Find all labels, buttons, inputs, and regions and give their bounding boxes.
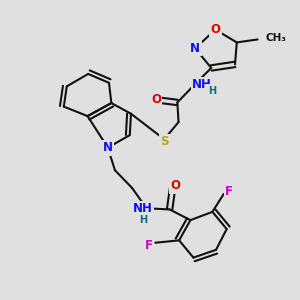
Text: O: O (210, 23, 220, 36)
Text: N: N (190, 42, 200, 55)
Text: O: O (171, 179, 181, 192)
Text: N: N (103, 141, 113, 154)
Text: F: F (225, 185, 233, 198)
Text: H: H (140, 215, 148, 225)
Text: NH: NH (133, 202, 153, 215)
Text: H: H (208, 85, 216, 96)
Text: CH₃: CH₃ (266, 33, 287, 43)
Text: F: F (145, 238, 153, 252)
Text: S: S (160, 135, 169, 148)
Text: O: O (151, 93, 161, 106)
Text: NH: NH (192, 78, 212, 91)
